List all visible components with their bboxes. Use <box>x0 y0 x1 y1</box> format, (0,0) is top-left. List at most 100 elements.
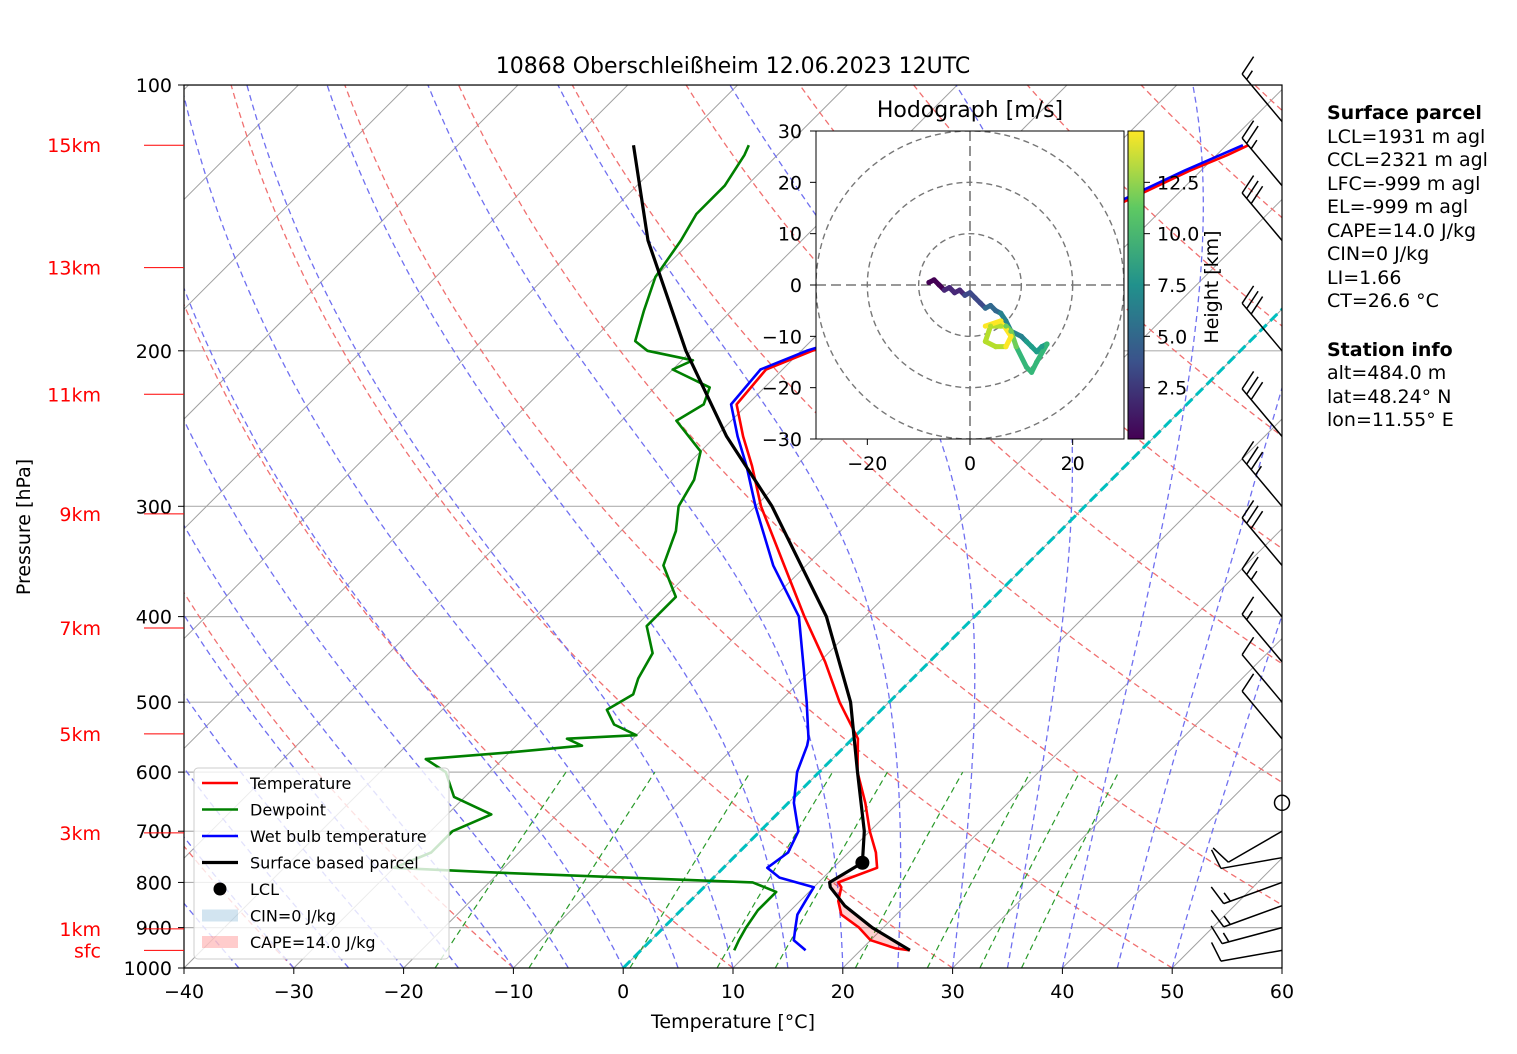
height-label: 11km <box>47 384 101 406</box>
y-tick-label: 500 <box>136 692 172 714</box>
isotherm-line <box>184 85 519 420</box>
panel-spacer <box>1327 314 1488 339</box>
y-tick-label: 1000 <box>124 958 172 980</box>
moist-adiabat-line <box>1116 385 1282 968</box>
hodograph-point <box>1003 344 1009 350</box>
isotherm-line <box>184 85 629 530</box>
wind-barb-staff <box>1241 690 1283 740</box>
wind-barb-staff <box>1241 192 1283 241</box>
legend-cin-label: CIN=0 J/kg <box>250 907 336 926</box>
calm-wind-circle <box>1273 794 1291 812</box>
isotherm-line <box>184 85 848 750</box>
hodograph-point <box>941 287 947 293</box>
y-tick-label: 300 <box>136 496 172 518</box>
chart-title: 10868 Oberschleißheim 12.06.2023 12UTC <box>496 54 971 79</box>
hodograph-point <box>993 308 999 314</box>
hodograph-point <box>982 323 989 329</box>
x-tick-label: 50 <box>1160 981 1184 1003</box>
x-tick-label: 40 <box>1050 981 1074 1003</box>
x-tick-label: −10 <box>493 981 533 1003</box>
legend-lcl-label: LCL <box>250 880 279 899</box>
wind-barb-flag <box>1250 381 1264 401</box>
hodograph-point <box>1029 344 1035 350</box>
y-axis-label: Pressure [hPa] <box>13 459 35 595</box>
isotherm-line <box>184 85 738 640</box>
wind-barb-half <box>1250 570 1258 581</box>
hodograph-point <box>936 282 942 288</box>
dry-adiabat-line <box>458 85 1282 906</box>
surface-parcel-line: LFC=-999 m agl <box>1327 172 1481 195</box>
legend-temperature-label: Temperature <box>249 774 351 793</box>
x-axis-label: Temperature [°C] <box>650 1011 815 1033</box>
wind-barb-staff <box>1223 904 1283 928</box>
height-label: 7km <box>59 618 101 640</box>
wind-barb-flag <box>1241 596 1255 615</box>
wind-barb-flag <box>1241 500 1255 519</box>
station-info-line: lon=11.55° E <box>1327 409 1454 431</box>
wind-barb-half <box>1250 139 1258 150</box>
height-label: 13km <box>47 258 101 280</box>
mixing-ratio-line <box>528 771 656 968</box>
x-tick-label: −40 <box>164 981 204 1003</box>
y-tick-label: 800 <box>136 872 172 894</box>
wind-barb-flag <box>1250 451 1264 470</box>
surface-parcel-line: CIN=0 J/kg <box>1327 243 1430 265</box>
height-label: 5km <box>59 724 101 746</box>
moist-adiabat-line <box>955 85 1074 968</box>
height-label: 9km <box>59 504 101 526</box>
wind-barb-flag <box>1246 180 1259 199</box>
wind-barb-flag <box>1212 847 1229 863</box>
moist-adiabat-line <box>184 418 569 968</box>
wind-barb-flag <box>1241 120 1255 139</box>
station-info-header: Station info <box>1327 338 1453 361</box>
isotherm-line <box>842 528 1282 968</box>
lcl-point <box>855 855 870 870</box>
hodograph-point <box>957 287 963 293</box>
hodograph-segment <box>1034 341 1050 365</box>
wind-barb-flag <box>1241 285 1255 304</box>
moist-adiabat-line <box>1061 85 1204 968</box>
wind-barb-flag <box>1250 510 1264 530</box>
mixing-ratio-line <box>854 771 964 968</box>
hodograph-ticks: −20 0 20 30 20 10 0 −10 −20 −30 <box>762 121 1085 475</box>
hodograph-y-tick-label: −30 <box>762 429 802 451</box>
moist-adiabat-line <box>184 902 240 968</box>
isotherm-line <box>1062 747 1282 968</box>
legend-dewpoint-label: Dewpoint <box>250 801 326 820</box>
isotherm-line <box>513 198 1282 968</box>
wind-barb-staff <box>1221 926 1283 945</box>
lcl-marker-group <box>855 855 870 870</box>
wind-barb-staff <box>1241 654 1283 703</box>
info-panel: Surface parcel LCL=1931 m agl CCL=2321 m… <box>1327 102 1488 433</box>
wind-barb-half <box>1255 465 1263 476</box>
x-tick-label: 10 <box>721 981 745 1003</box>
hodograph-point <box>952 290 958 296</box>
dry-adiabat-line <box>230 85 953 968</box>
surface-parcel-line: CT=26.6 °C <box>1327 290 1439 312</box>
mixing-ratio-line <box>1020 771 1120 968</box>
height-label: 3km <box>59 823 101 845</box>
legend-cin-swatch <box>202 909 238 922</box>
dry-adiabat-line <box>685 85 1282 665</box>
wind-barb-half <box>1223 915 1231 925</box>
legend-box <box>193 767 450 960</box>
legend-wetbulb-label: Wet bulb temperature <box>250 827 427 846</box>
parcel-line <box>631 144 911 952</box>
zero-isotherm-line <box>622 307 1282 968</box>
x-tick-label: 60 <box>1270 981 1294 1003</box>
wind-barb-flag <box>1241 440 1255 460</box>
moist-adiabat-line <box>246 85 734 968</box>
hodograph-y-tick-label: 0 <box>790 275 802 297</box>
moist-adiabat-line <box>1171 613 1282 968</box>
hodograph-y-tick-label: 20 <box>778 172 802 194</box>
colorbar-tick-label: 10.0 <box>1157 224 1199 246</box>
colorbar-label: Height [km] <box>1201 230 1223 343</box>
moist-adiabat-line <box>184 524 514 968</box>
hodograph-segment <box>1013 344 1029 370</box>
wind-barb-staff <box>1241 137 1283 187</box>
wind-barb-flag <box>1210 886 1225 905</box>
hodograph-point <box>946 284 953 291</box>
hodograph-point <box>1018 333 1024 339</box>
hodograph-point <box>1034 359 1040 365</box>
